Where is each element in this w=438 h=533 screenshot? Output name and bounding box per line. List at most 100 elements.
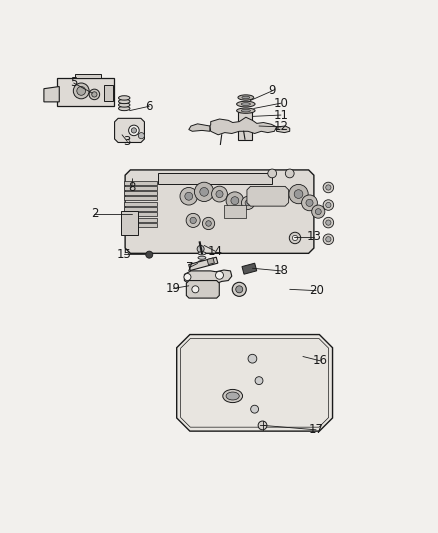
Circle shape: [241, 196, 254, 209]
Polygon shape: [114, 118, 144, 142]
Circle shape: [258, 421, 266, 430]
Circle shape: [180, 188, 197, 205]
Circle shape: [311, 205, 324, 218]
Polygon shape: [44, 86, 59, 102]
Polygon shape: [207, 258, 214, 264]
Circle shape: [250, 405, 258, 413]
Polygon shape: [176, 335, 332, 431]
Ellipse shape: [118, 103, 130, 107]
Text: 19: 19: [166, 282, 180, 295]
Text: 16: 16: [312, 354, 327, 367]
Polygon shape: [124, 191, 157, 195]
Ellipse shape: [198, 252, 205, 255]
Circle shape: [215, 271, 223, 279]
Circle shape: [301, 195, 317, 211]
Circle shape: [285, 169, 293, 178]
Ellipse shape: [236, 101, 254, 107]
Circle shape: [232, 282, 246, 296]
Text: 3: 3: [124, 135, 131, 148]
Circle shape: [77, 86, 85, 95]
Text: 17: 17: [308, 423, 323, 437]
Polygon shape: [124, 181, 157, 184]
Circle shape: [288, 184, 307, 204]
Text: 10: 10: [273, 96, 288, 110]
Circle shape: [292, 236, 297, 240]
Ellipse shape: [198, 261, 205, 264]
Polygon shape: [74, 74, 101, 78]
Circle shape: [267, 169, 276, 178]
Polygon shape: [124, 207, 157, 211]
Circle shape: [230, 197, 238, 205]
Circle shape: [205, 221, 211, 226]
Circle shape: [247, 354, 256, 363]
Ellipse shape: [241, 96, 249, 99]
Polygon shape: [120, 211, 138, 235]
Polygon shape: [184, 270, 231, 285]
Circle shape: [89, 89, 99, 100]
Circle shape: [73, 83, 89, 99]
Polygon shape: [125, 170, 313, 253]
Text: 6: 6: [145, 100, 153, 113]
Text: 7: 7: [185, 261, 193, 274]
Circle shape: [138, 133, 144, 139]
Circle shape: [184, 273, 191, 280]
Ellipse shape: [236, 108, 254, 114]
Polygon shape: [104, 85, 113, 101]
Circle shape: [202, 217, 214, 230]
Circle shape: [314, 208, 321, 215]
Text: 2: 2: [90, 207, 98, 220]
Text: 15: 15: [116, 248, 131, 261]
Text: 11: 11: [273, 109, 288, 122]
Polygon shape: [124, 202, 157, 206]
Polygon shape: [124, 223, 157, 227]
Circle shape: [305, 199, 312, 206]
Polygon shape: [241, 263, 256, 274]
Ellipse shape: [198, 256, 205, 259]
Ellipse shape: [241, 103, 250, 106]
Circle shape: [325, 185, 330, 190]
Circle shape: [325, 203, 330, 208]
Polygon shape: [124, 212, 157, 216]
Circle shape: [322, 217, 333, 228]
Text: 8: 8: [128, 181, 135, 194]
Polygon shape: [124, 186, 157, 190]
Ellipse shape: [118, 106, 130, 111]
Circle shape: [254, 377, 262, 385]
Circle shape: [186, 213, 200, 228]
Circle shape: [199, 188, 208, 196]
Polygon shape: [158, 173, 272, 184]
Circle shape: [235, 286, 242, 293]
Text: 12: 12: [273, 120, 288, 133]
Ellipse shape: [241, 109, 250, 112]
Text: 18: 18: [273, 264, 288, 277]
Circle shape: [145, 251, 152, 258]
Circle shape: [325, 220, 330, 225]
Polygon shape: [276, 126, 289, 133]
Text: 14: 14: [207, 245, 222, 257]
Circle shape: [131, 176, 135, 181]
Text: 20: 20: [308, 284, 323, 297]
Ellipse shape: [226, 392, 239, 400]
Circle shape: [190, 217, 196, 223]
Circle shape: [194, 182, 213, 201]
Circle shape: [197, 245, 204, 253]
Circle shape: [322, 234, 333, 245]
Circle shape: [215, 190, 223, 198]
Polygon shape: [223, 205, 245, 218]
Circle shape: [92, 92, 97, 97]
Ellipse shape: [223, 390, 242, 402]
Polygon shape: [209, 117, 276, 135]
Circle shape: [226, 192, 243, 209]
Polygon shape: [188, 124, 209, 131]
Circle shape: [293, 190, 302, 198]
Circle shape: [191, 286, 198, 293]
Ellipse shape: [237, 95, 253, 100]
Circle shape: [322, 200, 333, 211]
Polygon shape: [188, 257, 217, 271]
Polygon shape: [246, 187, 288, 206]
Circle shape: [131, 128, 136, 133]
Polygon shape: [238, 112, 251, 140]
Polygon shape: [124, 197, 157, 200]
Circle shape: [128, 125, 139, 136]
Text: 5: 5: [70, 77, 77, 90]
